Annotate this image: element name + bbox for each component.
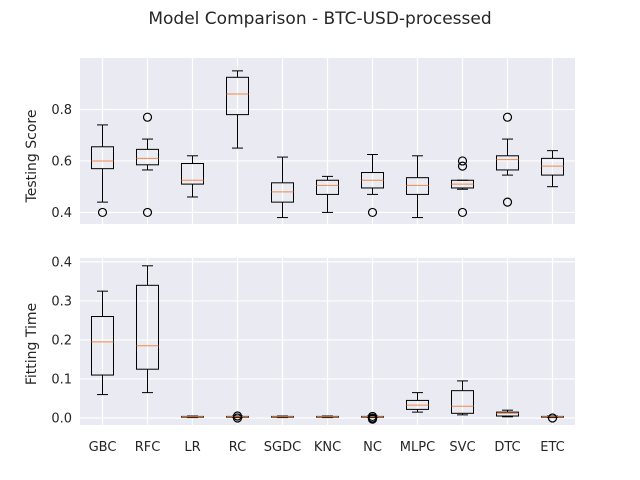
iqr-box xyxy=(136,148,159,166)
outlier-point xyxy=(142,207,153,218)
box-lr xyxy=(181,155,204,198)
box-rfc xyxy=(136,112,159,218)
outlier-point xyxy=(547,413,558,423)
iqr-box xyxy=(541,157,564,176)
y-tick-label: 0.3 xyxy=(51,294,72,309)
x-tick-label: ETC xyxy=(540,440,564,455)
panel-1-ylabel: Testing Score xyxy=(24,110,40,204)
x-tick-label: SGDC xyxy=(264,440,301,455)
x-tick-label: MLPC xyxy=(400,440,435,455)
chart-title: Model Comparison - BTC-USD-processed xyxy=(148,9,491,29)
outlier-point xyxy=(367,411,378,422)
box-dtc xyxy=(496,409,519,418)
box-etc xyxy=(541,150,564,188)
panel-2-ylabel: Fitting Time xyxy=(24,303,40,385)
y-tick-label: 0.2 xyxy=(51,333,72,348)
outlier-point xyxy=(502,112,513,122)
x-tick-label: LR xyxy=(184,440,200,455)
box-knc xyxy=(316,175,339,213)
box-svc xyxy=(451,380,474,416)
outlier-point xyxy=(457,207,468,218)
box-etc xyxy=(541,413,564,423)
iqr-box xyxy=(181,163,204,185)
box-gbc xyxy=(91,124,114,218)
box-nc xyxy=(361,411,384,424)
outlier-point xyxy=(232,411,243,421)
iqr-box xyxy=(226,76,249,116)
x-tick-label: KNC xyxy=(314,440,341,455)
outlier-point xyxy=(457,161,468,171)
iqr-box xyxy=(91,146,114,170)
box-nc xyxy=(361,154,384,218)
outlier-point xyxy=(457,156,468,166)
outlier-point xyxy=(367,207,378,218)
x-tick-label: DTC xyxy=(494,440,520,455)
panels-layer: 0.4 0.6 0.8 0.0 0.1 0.2 0.3 0.4 GBC RFC LR RC SGDC KN… xyxy=(51,58,575,455)
iqr-box xyxy=(271,182,294,203)
y-tick-label: 0.6 xyxy=(51,154,72,169)
iqr-box xyxy=(451,390,474,414)
panel-1: 0.4 0.6 0.8 xyxy=(51,58,575,224)
x-tick-label: NC xyxy=(363,440,382,455)
y-tick-label: 0.4 xyxy=(51,206,72,221)
iqr-box xyxy=(496,155,519,171)
box-lr xyxy=(181,415,204,419)
x-tick-label: RFC xyxy=(135,440,161,455)
x-tick-label: GBC xyxy=(89,440,117,455)
box-rc xyxy=(226,411,249,423)
y-tick-label: 0.0 xyxy=(51,411,72,426)
box-rc xyxy=(226,70,249,149)
box-mlpc xyxy=(406,392,429,413)
iqr-box xyxy=(496,411,519,417)
x-tick-label: SVC xyxy=(449,440,475,455)
box-rfc xyxy=(136,265,159,394)
outlier-point xyxy=(142,112,153,122)
box-knc xyxy=(316,415,339,419)
box-mlpc xyxy=(406,155,429,219)
y-tick-label: 0.4 xyxy=(51,255,72,270)
x-tick-label: RC xyxy=(229,440,246,455)
box-dtc xyxy=(496,112,519,207)
box-sgdc xyxy=(271,156,294,219)
iqr-box xyxy=(91,316,114,376)
y-tick-label: 0.8 xyxy=(51,103,72,118)
box-sgdc xyxy=(271,415,294,419)
box-svc xyxy=(451,156,474,218)
y-tick-label: 0.1 xyxy=(51,372,72,387)
iqr-box xyxy=(316,179,339,195)
iqr-box xyxy=(136,284,159,370)
outlier-point xyxy=(97,207,108,218)
panel-2: 0.0 0.1 0.2 0.3 0.4 GBC RFC LR RC SGDC KNC NC MLPC SV… xyxy=(51,255,575,455)
box-gbc xyxy=(91,290,114,396)
outlier-point xyxy=(502,197,513,207)
iqr-box xyxy=(406,177,429,195)
